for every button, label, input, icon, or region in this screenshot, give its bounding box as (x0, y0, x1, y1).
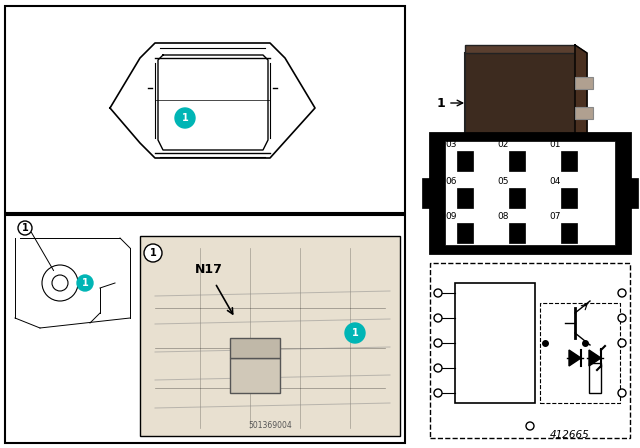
FancyBboxPatch shape (509, 188, 525, 208)
Circle shape (18, 221, 32, 235)
Text: 08: 08 (497, 212, 509, 221)
FancyBboxPatch shape (465, 53, 575, 153)
Text: 1: 1 (351, 328, 358, 338)
Text: 06: 06 (445, 177, 457, 186)
FancyBboxPatch shape (430, 133, 630, 253)
FancyBboxPatch shape (465, 45, 575, 53)
FancyBboxPatch shape (445, 141, 615, 245)
Circle shape (52, 275, 68, 291)
FancyBboxPatch shape (626, 178, 638, 208)
Text: N17: N17 (195, 263, 223, 276)
FancyBboxPatch shape (561, 188, 577, 208)
Circle shape (526, 422, 534, 430)
Circle shape (345, 323, 365, 343)
Text: 1: 1 (436, 96, 445, 109)
Text: 501369004: 501369004 (248, 421, 292, 430)
Text: 1: 1 (22, 223, 28, 233)
Text: 1: 1 (150, 248, 156, 258)
Circle shape (434, 289, 442, 297)
FancyBboxPatch shape (457, 151, 473, 171)
FancyBboxPatch shape (230, 358, 280, 393)
FancyBboxPatch shape (457, 223, 473, 243)
FancyBboxPatch shape (430, 263, 630, 438)
FancyBboxPatch shape (561, 223, 577, 243)
FancyBboxPatch shape (5, 6, 405, 213)
Circle shape (77, 275, 93, 291)
FancyBboxPatch shape (479, 153, 491, 171)
Circle shape (42, 265, 78, 301)
FancyBboxPatch shape (589, 363, 601, 393)
Polygon shape (575, 45, 587, 153)
FancyBboxPatch shape (230, 338, 280, 358)
FancyBboxPatch shape (509, 223, 525, 243)
Circle shape (175, 108, 195, 128)
Text: 1: 1 (22, 223, 28, 233)
Text: 03: 03 (445, 140, 457, 149)
Text: 09: 09 (445, 212, 457, 221)
Circle shape (618, 314, 626, 322)
FancyBboxPatch shape (140, 236, 400, 436)
Text: 412665: 412665 (550, 430, 590, 440)
FancyBboxPatch shape (5, 215, 405, 443)
FancyBboxPatch shape (539, 153, 551, 171)
Circle shape (618, 289, 626, 297)
FancyBboxPatch shape (509, 151, 525, 171)
FancyBboxPatch shape (540, 303, 620, 403)
Text: 01: 01 (549, 140, 561, 149)
Circle shape (434, 314, 442, 322)
FancyBboxPatch shape (422, 178, 434, 208)
FancyBboxPatch shape (575, 107, 593, 119)
Text: 07: 07 (549, 212, 561, 221)
FancyBboxPatch shape (561, 151, 577, 171)
Text: 05: 05 (497, 177, 509, 186)
Circle shape (618, 389, 626, 397)
FancyBboxPatch shape (457, 188, 473, 208)
Circle shape (618, 339, 626, 347)
FancyBboxPatch shape (575, 77, 593, 89)
Circle shape (434, 339, 442, 347)
Circle shape (434, 389, 442, 397)
Text: 1: 1 (82, 278, 88, 288)
Text: 02: 02 (497, 140, 509, 149)
FancyBboxPatch shape (509, 153, 521, 171)
Circle shape (144, 244, 162, 262)
Text: 1: 1 (182, 113, 188, 123)
Polygon shape (569, 350, 581, 366)
Circle shape (434, 364, 442, 372)
Text: 04: 04 (549, 177, 561, 186)
FancyBboxPatch shape (455, 283, 535, 403)
Polygon shape (589, 350, 601, 366)
